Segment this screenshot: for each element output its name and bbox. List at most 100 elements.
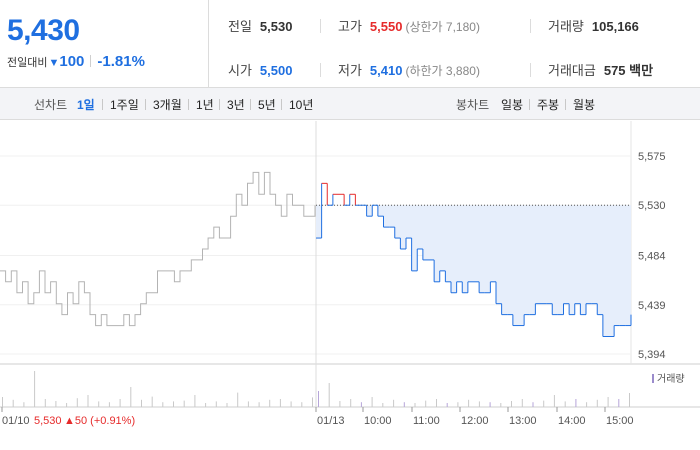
volume-bar: [425, 400, 427, 407]
volume-bar: [403, 402, 405, 407]
price-tick-label: 5,484: [638, 251, 666, 263]
price-tick-label: 5,575: [638, 151, 666, 163]
volume-bar: [436, 399, 437, 407]
down-area-fill: [316, 205, 631, 337]
prev-day-close: 5,530: [34, 415, 62, 427]
volume-bar: [328, 383, 330, 407]
volume-bar: [269, 399, 271, 407]
volume-bar: [521, 399, 523, 407]
stat-volume: 거래량 105,166: [548, 16, 639, 36]
current-price: 5,430: [7, 14, 80, 47]
price-box: 5,430 전일대비▼100 -1.81%: [0, 0, 209, 88]
prev-day-price-line: [0, 171, 316, 327]
chart-period-tabs: 선차트 1일 1주일 3개월 1년 3년 5년 10년 봉차트 일봉 주봉 월봉: [0, 88, 700, 120]
price-axis-labels: 5,575 5,530 5,484 5,439 5,394: [638, 151, 666, 361]
volume-bar: [2, 397, 3, 407]
time-axis-labels: 01/13 10:00 11:00 12:00 13:00 14:00 15:00: [1, 407, 634, 427]
volume-bar: [87, 395, 89, 407]
stat-open: 시가 5,500: [228, 60, 292, 80]
tab-1-year[interactable]: 1년: [196, 98, 214, 112]
time-tick-label: 12:00: [461, 415, 489, 427]
stat-label: 거래대금: [548, 63, 596, 78]
time-tick-label: 01/13: [317, 415, 345, 427]
stat-label: 전일: [228, 19, 252, 34]
time-tick-label: 14:00: [558, 415, 586, 427]
volume-bar: [553, 395, 555, 407]
divider: [145, 99, 146, 110]
stat-value: 5,550: [369, 19, 403, 34]
volume-bar: [382, 403, 384, 407]
volume-bar: [489, 402, 491, 407]
volume-legend-label: 거래량: [657, 373, 685, 385]
volume-bar: [226, 403, 228, 407]
volume-bar: [23, 402, 25, 407]
volume-bar: [478, 401, 480, 407]
tab-10-years[interactable]: 10년: [289, 98, 314, 112]
tab-1-day[interactable]: 1일: [77, 98, 95, 112]
volume-bar: [446, 403, 448, 407]
volume-bar: [151, 396, 153, 407]
volume-legend-swatch: [652, 374, 654, 383]
volume-bar: [393, 399, 395, 407]
stat-label: 거래량: [548, 19, 584, 34]
tab-3-months[interactable]: 3개월: [153, 98, 182, 112]
volume-bar: [194, 395, 196, 407]
stat-prev-close: 전일 5,530: [228, 16, 292, 36]
prev-day-date: 01/10: [2, 415, 30, 427]
volume-bar: [596, 399, 598, 407]
divider: [102, 99, 103, 110]
volume-bar: [414, 403, 416, 407]
tab-1-week[interactable]: 1주일: [110, 98, 139, 112]
stat-sub: (상한가 7,180): [405, 20, 480, 34]
volume-bar: [607, 397, 609, 407]
candle-chart-title: 봉차트: [456, 98, 490, 112]
volume-bar: [279, 399, 281, 407]
price-tick-label: 5,394: [638, 349, 666, 361]
change-value: 100: [59, 53, 85, 70]
volume-bar: [55, 401, 57, 407]
volume-bar: [339, 401, 341, 407]
price-lines: [0, 171, 632, 337]
divider: [188, 99, 189, 110]
tab-weekly-candle[interactable]: 주봉: [537, 98, 560, 112]
quote-summary: 5,430 전일대비▼100 -1.81% 전일 5,530 고가 5,550 (상한가…: [0, 0, 700, 88]
volume-bar: [215, 401, 217, 407]
tab-5-years[interactable]: 5년: [258, 98, 276, 112]
volume-bar: [500, 403, 502, 407]
volume-bar: [312, 397, 313, 407]
time-tick-label: 10:00: [364, 415, 392, 427]
volume-bar: [258, 402, 260, 407]
tab-daily-candle[interactable]: 일봉: [501, 98, 524, 112]
divider: [320, 19, 321, 33]
volume-bar: [564, 401, 566, 407]
volume-bar: [12, 399, 14, 407]
volume-bar: [173, 401, 174, 407]
stat-sub: (하한가 3,880): [405, 64, 480, 78]
tab-monthly-candle[interactable]: 월봉: [573, 98, 596, 112]
volume-bar: [44, 399, 46, 407]
volume-bar: [532, 402, 534, 407]
volume-bar: [141, 399, 142, 407]
volume-bar: [76, 398, 78, 407]
volume-bar: [247, 401, 249, 407]
divider: [250, 99, 251, 110]
stat-low: 저가 5,410 (하한가 3,880): [338, 60, 480, 80]
stat-value: 5,500: [259, 63, 293, 78]
volume-bar: [205, 403, 207, 407]
change-rate: -1.81%: [97, 53, 145, 70]
volume-bar: [543, 400, 545, 407]
below-prev-close-fill: [316, 205, 631, 337]
line-chart-title: 선차트: [34, 98, 68, 112]
volume-bar: [618, 399, 620, 407]
volume-bar: [318, 391, 319, 407]
volume-bar: [629, 393, 630, 407]
volume-bar: [586, 402, 588, 407]
volume-bars: [2, 371, 630, 407]
volume-bar: [34, 371, 36, 407]
volume-bar: [119, 399, 121, 407]
time-tick-label: 15:00: [606, 415, 634, 427]
volume-bar: [98, 401, 100, 407]
tab-3-years[interactable]: 3년: [227, 98, 245, 112]
volume-bar: [511, 401, 512, 407]
volume-bar: [162, 402, 164, 407]
